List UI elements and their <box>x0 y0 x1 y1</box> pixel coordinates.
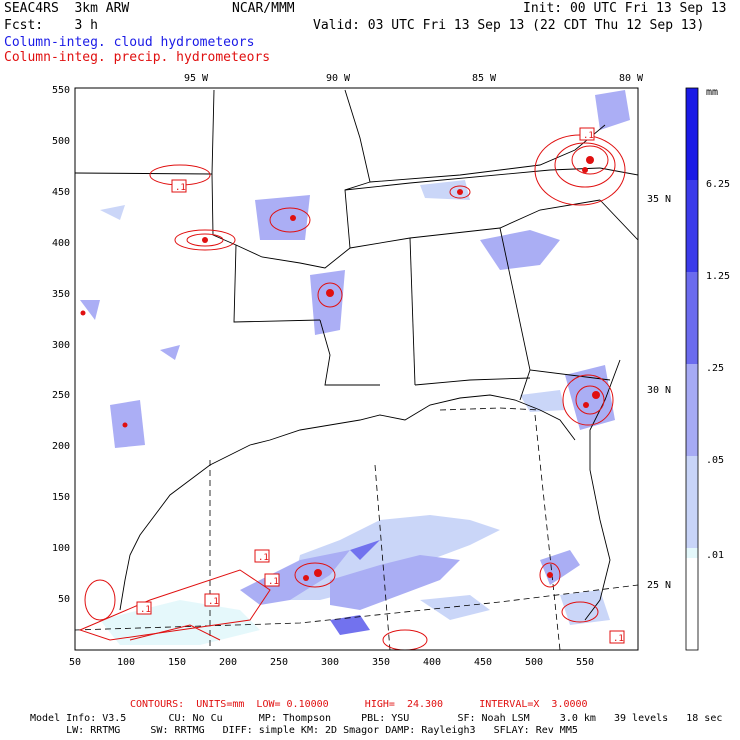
contour-label: .1 <box>175 183 186 193</box>
valid-time: Valid: 03 UTC Fri 13 Sep 13 (22 CDT Thu … <box>313 18 705 33</box>
y-tick-label: 200 <box>52 441 70 452</box>
x-tick-label: 300 <box>321 657 339 668</box>
graticule <box>74 407 639 651</box>
x-tick-label: 350 <box>372 657 390 668</box>
forecast-hour: Fcst: 3 h <box>4 18 98 33</box>
y-tick-label: 300 <box>52 340 70 351</box>
y-tick-label: 550 <box>52 85 70 96</box>
y-tick-label: 50 <box>58 594 70 605</box>
precip-legend-label: Column-integ. precip. hydrometeors <box>4 50 271 65</box>
y-axis: 550 500 450 400 350 300 250 200 150 100 … <box>52 85 70 605</box>
y-tick-label: 250 <box>52 390 70 401</box>
model-title: SEAC4RS 3km ARW <box>4 1 130 16</box>
cloud-legend-label: Column-integ. cloud hydrometeors <box>4 35 255 50</box>
x-tick-label: 150 <box>168 657 186 668</box>
contour-label: .1 <box>208 597 219 607</box>
lon-label: 85 W <box>472 73 497 84</box>
x-tick-label: 200 <box>219 657 237 668</box>
model-info-line1: Model Info: V3.5 CU: No Cu MP: Thompson … <box>30 713 723 724</box>
contour-label: .1 <box>613 634 624 644</box>
lon-label: 80 W <box>619 73 644 84</box>
lat-label: 25 N <box>647 580 671 591</box>
colorbar-label: 1.25 <box>706 271 730 282</box>
contour-label: .1 <box>268 577 279 587</box>
colorbar-label: .25 <box>706 363 724 374</box>
y-tick-label: 400 <box>52 238 70 249</box>
precip-cores <box>80 156 600 581</box>
init-time: Init: 00 UTC Fri 13 Sep 13 <box>523 1 727 16</box>
contour-label: .1 <box>583 131 594 141</box>
colorbar-label: .01 <box>706 550 724 561</box>
y-tick-label: 350 <box>52 289 70 300</box>
x-tick-label: 450 <box>474 657 492 668</box>
map-frame <box>74 87 639 651</box>
colorbar-label: .05 <box>706 455 724 466</box>
x-tick-label: 550 <box>576 657 594 668</box>
colorbar-unit: mm <box>706 87 718 98</box>
boundaries <box>74 89 639 621</box>
colorbar: mm 6.25 1.25 .25 .05 .01 <box>685 87 730 651</box>
lat-label: 35 N <box>647 194 671 205</box>
y-tick-label: 100 <box>52 543 70 554</box>
y-tick-label: 150 <box>52 492 70 503</box>
contour-label: .1 <box>258 553 269 563</box>
y-tick-label: 450 <box>52 187 70 198</box>
colorbar-label: 6.25 <box>706 179 730 190</box>
org-label: NCAR/MMM <box>232 1 295 16</box>
x-tick-label: 250 <box>270 657 288 668</box>
x-tick-label: 500 <box>525 657 543 668</box>
x-axis: 50 100 150 200 250 300 350 400 450 500 5… <box>69 657 594 668</box>
model-info-line2: LW: RRTMG SW: RRTMG DIFF: simple KM: 2D … <box>30 725 578 736</box>
x-tick-label: 50 <box>69 657 81 668</box>
lon-label: 95 W <box>184 73 209 84</box>
lon-labels: 95 W 90 W 85 W 80 W <box>184 73 644 84</box>
x-tick-label: 100 <box>117 657 135 668</box>
x-tick-label: 400 <box>423 657 441 668</box>
lat-labels: 35 N 30 N 25 N <box>647 194 671 591</box>
lat-label: 30 N <box>647 385 671 396</box>
y-tick-label: 500 <box>52 136 70 147</box>
lon-label: 90 W <box>326 73 351 84</box>
contour-info: CONTOURS: UNITS=mm LOW= 0.10000 HIGH= 24… <box>130 699 588 710</box>
contour-label: .1 <box>140 605 151 615</box>
contour-labels: .1 .1 .1 .1 .1 .1 .1 <box>136 127 625 644</box>
